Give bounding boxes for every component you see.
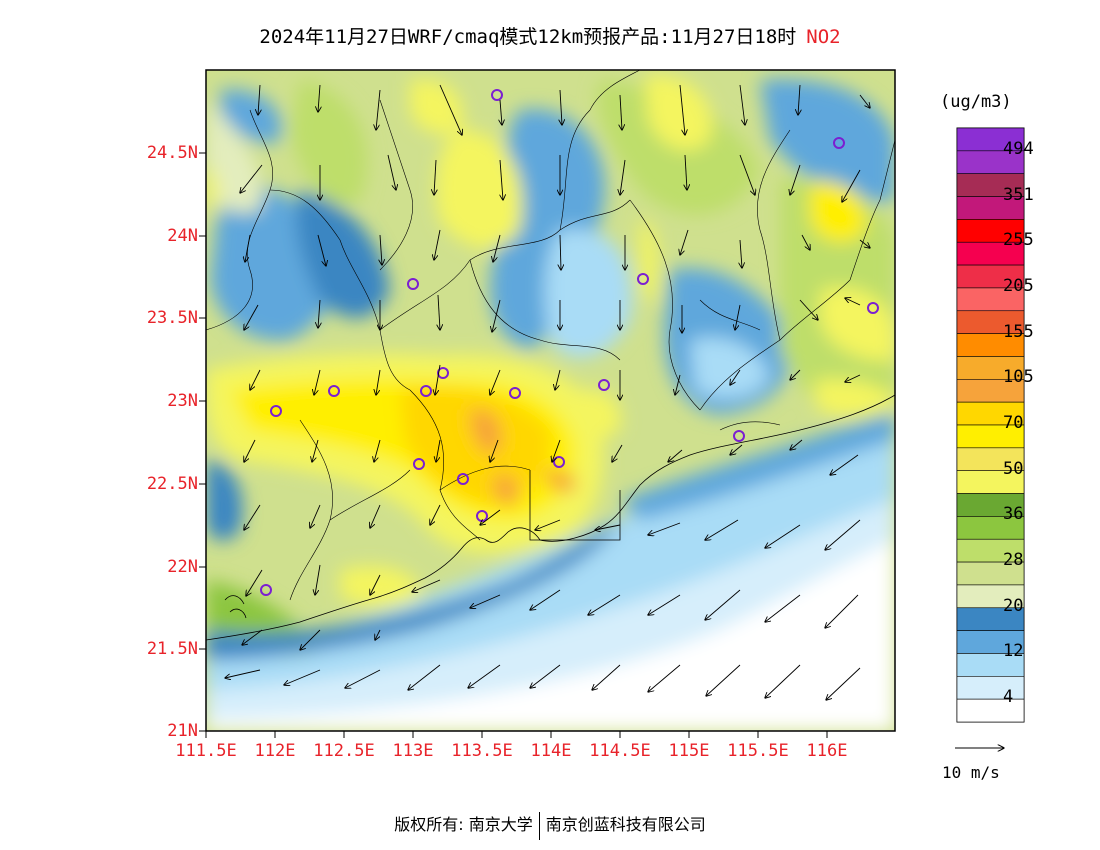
lon-tick-label: 112E — [254, 741, 296, 761]
colorbar-level-label: 494 — [1003, 138, 1034, 159]
wind-vectors — [225, 84, 870, 700]
variable-name: NO2 — [806, 26, 841, 48]
lat-tick-label: 22.5N — [146, 474, 198, 494]
lat-tick-label: 21.5N — [146, 639, 198, 659]
colorbar-level-label: 105 — [1003, 367, 1034, 388]
colorbar-level-label: 205 — [1003, 275, 1034, 296]
lon-tick-label: 114E — [530, 741, 572, 761]
coastline — [206, 394, 895, 641]
lat-tick-label: 24.5N — [146, 143, 198, 163]
lat-tick-label: 21N — [167, 721, 198, 741]
footer-left: 版权所有: 南京大学 — [394, 815, 533, 834]
colorbar-level-label: 28 — [1003, 550, 1024, 571]
colorbar-level-label: 351 — [1003, 184, 1034, 205]
colorbar-cell — [956, 676, 1025, 700]
lon-tick-label: 113.5E — [451, 741, 513, 761]
colorbar-level-label: 155 — [1003, 321, 1034, 342]
axis-ticks — [199, 152, 828, 738]
lat-tick-label: 23.5N — [146, 308, 198, 328]
lon-tick-label: 113E — [392, 741, 434, 761]
lon-tick-label: 115E — [668, 741, 710, 761]
lat-tick-label: 23N — [167, 391, 198, 411]
colorbar-level-label: 70 — [1003, 413, 1024, 433]
colorbar-level-label: 50 — [1003, 458, 1024, 479]
copyright-footer: 版权所有: 南京大学 南京创蓝科技有限公司 — [0, 811, 1100, 840]
chart-title: 2024年11月27日WRF/cmaq模式12km预报产品:11月27日18时 N… — [0, 22, 1100, 49]
colorbar-level-label: 12 — [1003, 641, 1024, 662]
footer-right: 南京创蓝科技有限公司 — [545, 815, 706, 834]
title-text: 2024年11月27日WRF/cmaq模式12km预报产品:11月27日18时 — [259, 26, 797, 48]
lon-tick-label: 116E — [806, 741, 848, 761]
lat-tick-label: 24N — [167, 226, 198, 246]
lon-tick-label: 115.5E — [727, 741, 789, 761]
colorbar — [956, 127, 1025, 723]
footer-divider — [538, 811, 540, 840]
city-markers — [260, 89, 879, 596]
colorbar-unit: (ug/m3) — [940, 92, 1012, 112]
wind-reference-label: 10 m/s — [942, 763, 1000, 782]
colorbar-level-label: 36 — [1003, 504, 1024, 525]
colorbar-level-label: 255 — [1003, 230, 1034, 251]
lat-tick-label: 22N — [167, 557, 198, 577]
lon-tick-label: 112.5E — [313, 741, 375, 761]
lon-tick-label: 114.5E — [589, 741, 651, 761]
colorbar-level-label: 4 — [1003, 687, 1014, 708]
no2-concentration-field — [206, 70, 895, 731]
colorbar-cell — [956, 698, 1025, 723]
lon-tick-label: 111.5E — [175, 741, 237, 761]
colorbar-level-label: 20 — [1003, 595, 1024, 616]
